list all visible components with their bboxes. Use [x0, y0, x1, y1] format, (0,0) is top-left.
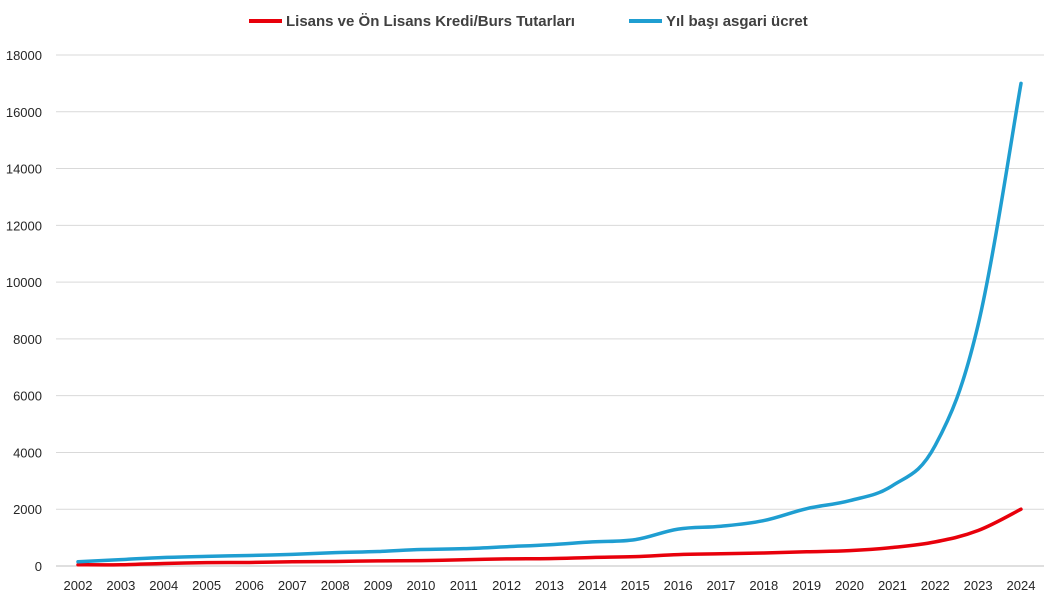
- data-point-series-1: [247, 560, 251, 564]
- data-point-series-1: [1019, 507, 1023, 511]
- x-tick-label: 2019: [792, 578, 821, 593]
- series-lines: [76, 81, 1023, 567]
- data-point-series-2: [762, 519, 766, 523]
- data-point-series-2: [290, 552, 294, 556]
- data-point-series-2: [76, 560, 80, 564]
- data-point-series-2: [633, 538, 637, 542]
- x-tick-label: 2010: [406, 578, 435, 593]
- series-line-2: [76, 81, 1023, 564]
- data-point-series-1: [590, 555, 594, 559]
- y-tick-label: 8000: [13, 332, 42, 347]
- x-tick-label: 2023: [964, 578, 993, 593]
- data-point-series-2: [1019, 81, 1023, 85]
- series-line-1: [76, 507, 1023, 567]
- data-point-series-2: [205, 554, 209, 558]
- data-point-series-2: [590, 540, 594, 544]
- x-tick-label: 2015: [621, 578, 650, 593]
- data-point-series-1: [548, 557, 552, 561]
- y-tick-label: 16000: [6, 105, 42, 120]
- legend-label-series-1: Lisans ve Ön Lisans Kredi/Burs Tutarları: [286, 13, 575, 30]
- legend: Lisans ve Ön Lisans Kredi/Burs Tutarları…: [249, 13, 808, 30]
- data-point-series-2: [890, 484, 894, 488]
- data-point-series-1: [890, 546, 894, 550]
- data-point-series-1: [462, 558, 466, 562]
- x-tick-label: 2018: [749, 578, 778, 593]
- x-tick-label: 2012: [492, 578, 521, 593]
- x-tick-label: 2011: [450, 578, 478, 593]
- y-tick-label: 0: [35, 559, 42, 574]
- y-tick-label: 10000: [6, 275, 42, 290]
- data-point-series-1: [119, 563, 123, 567]
- x-tick-label: 2003: [106, 578, 135, 593]
- x-tick-label: 2022: [921, 578, 950, 593]
- data-point-series-1: [805, 550, 809, 554]
- x-tick-label: 2020: [835, 578, 864, 593]
- data-point-series-2: [247, 553, 251, 557]
- y-tick-label: 14000: [6, 162, 42, 177]
- data-point-series-1: [505, 557, 509, 561]
- y-tick-label: 6000: [13, 389, 42, 404]
- data-point-series-2: [162, 555, 166, 559]
- x-tick-label: 2017: [706, 578, 735, 593]
- data-point-series-1: [419, 559, 423, 563]
- data-point-series-2: [376, 550, 380, 554]
- x-axis-tick-labels: 2002 2003 2004 2005 2006 2007 2008 2009 2010 2011…: [64, 578, 1036, 593]
- data-point-series-2: [505, 545, 509, 549]
- y-tick-label: 18000: [6, 48, 42, 63]
- data-point-series-1: [762, 551, 766, 555]
- data-point-series-2: [119, 558, 123, 562]
- data-point-series-2: [933, 443, 937, 447]
- data-point-series-1: [290, 560, 294, 564]
- x-tick-label: 2004: [149, 578, 178, 593]
- x-tick-label: 2005: [192, 578, 221, 593]
- y-tick-label: 12000: [6, 218, 42, 233]
- data-point-series-2: [719, 524, 723, 528]
- data-point-series-1: [633, 555, 637, 559]
- legend-label-series-2: Yıl başı asgari ücret: [666, 13, 808, 30]
- y-tick-label: 4000: [13, 445, 42, 460]
- x-tick-label: 2009: [364, 578, 393, 593]
- gridlines: [56, 54, 1044, 567]
- data-point-series-1: [976, 529, 980, 533]
- x-tick-label: 2007: [278, 578, 307, 593]
- data-point-series-2: [805, 507, 809, 511]
- data-point-series-1: [205, 561, 209, 565]
- x-tick-label: 2024: [1007, 578, 1036, 593]
- data-point-series-1: [676, 553, 680, 557]
- x-tick-label: 2013: [535, 578, 564, 593]
- data-point-series-1: [162, 561, 166, 565]
- data-point-series-1: [333, 559, 337, 563]
- x-tick-label: 2008: [321, 578, 350, 593]
- data-point-series-2: [419, 548, 423, 552]
- data-point-series-1: [933, 540, 937, 544]
- data-point-series-2: [462, 547, 466, 551]
- data-point-series-2: [548, 543, 552, 547]
- data-point-series-2: [676, 527, 680, 531]
- x-tick-label: 2006: [235, 578, 264, 593]
- y-tick-label: 2000: [13, 502, 42, 517]
- x-tick-label: 2021: [878, 578, 907, 593]
- x-tick-label: 2014: [578, 578, 607, 593]
- y-axis-tick-labels: 0 2000 4000 6000 8000 10000 12000 14000 16000 180…: [6, 48, 42, 574]
- data-point-series-1: [719, 552, 723, 556]
- x-tick-label: 2002: [64, 578, 93, 593]
- x-tick-label: 2016: [664, 578, 693, 593]
- data-point-series-1: [848, 549, 852, 553]
- data-point-series-2: [333, 551, 337, 555]
- data-point-series-1: [376, 559, 380, 563]
- data-point-series-2: [848, 499, 852, 503]
- data-point-series-2: [976, 323, 980, 327]
